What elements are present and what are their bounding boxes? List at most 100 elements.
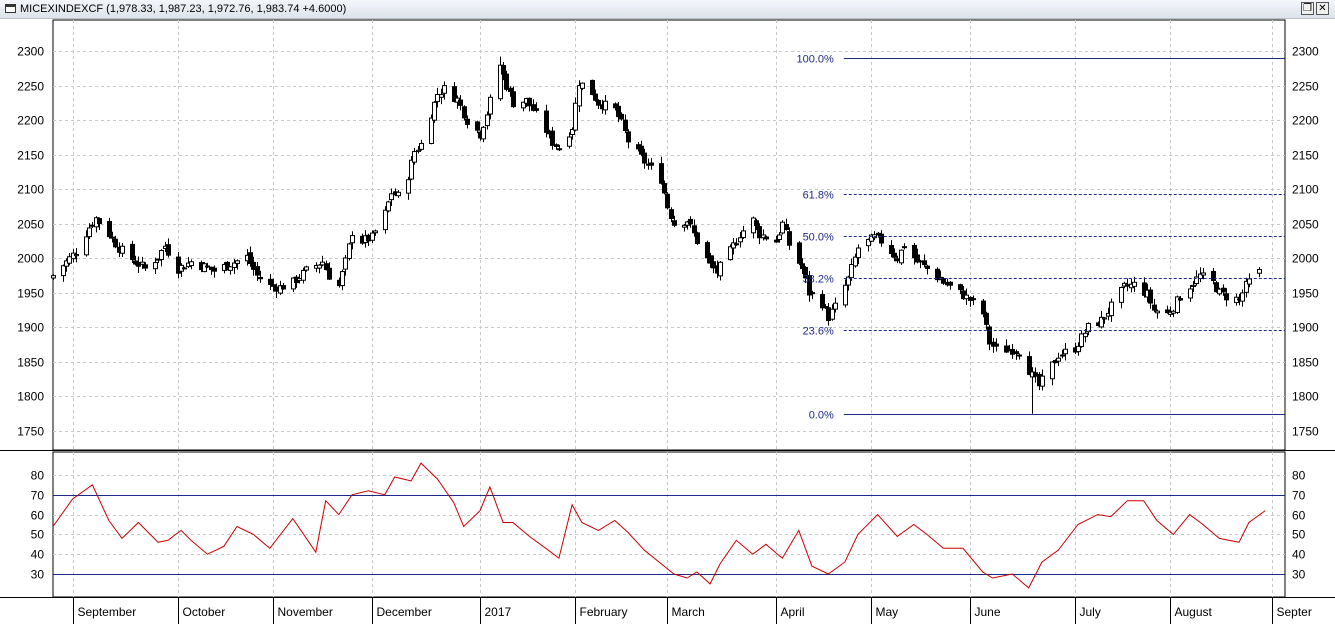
candle-body <box>761 234 766 239</box>
candle <box>580 82 585 91</box>
candle <box>902 243 907 250</box>
candle-body <box>941 278 946 284</box>
price-tick-label-right: 2200 <box>1292 114 1319 128</box>
candle-body <box>787 231 792 246</box>
month-label: June <box>975 605 1001 619</box>
candle-body <box>439 94 444 98</box>
candle <box>383 206 388 234</box>
candle-body <box>274 286 279 292</box>
candle <box>120 242 125 258</box>
candle <box>182 266 187 270</box>
candle-body <box>501 65 506 75</box>
candle-body <box>1040 375 1045 387</box>
candle <box>1257 267 1262 278</box>
candle-body <box>320 261 325 266</box>
candle-body <box>705 242 710 259</box>
candle <box>619 112 624 121</box>
candle <box>143 262 148 272</box>
candle <box>761 229 766 241</box>
candle <box>304 265 309 272</box>
candle-body <box>803 266 808 279</box>
candle <box>291 277 296 293</box>
candle <box>1152 298 1157 313</box>
candle <box>498 56 503 101</box>
candle <box>1004 339 1009 353</box>
candle-body <box>340 271 345 287</box>
candle <box>731 238 736 255</box>
candle-body <box>159 250 164 260</box>
candle-body <box>1086 322 1091 333</box>
candle-body <box>488 96 493 115</box>
window-title: MICEXINDEXCF (1,978.33, 1,987.23, 1,972.… <box>20 3 347 15</box>
price-tick-label-left: 1850 <box>17 356 44 370</box>
candle <box>110 231 115 243</box>
candle <box>692 219 697 237</box>
month-label: April <box>781 605 805 619</box>
candle <box>856 244 861 265</box>
close-window-button[interactable]: ✕ <box>1316 2 1329 15</box>
candle <box>130 240 135 263</box>
candle <box>534 102 539 113</box>
candle-body <box>948 281 953 286</box>
candle <box>458 95 463 111</box>
candle <box>823 304 828 310</box>
candle <box>1224 288 1229 307</box>
candle <box>1191 280 1196 292</box>
candle <box>1188 284 1193 302</box>
candle-body <box>1017 354 1022 357</box>
candle-body <box>777 234 782 241</box>
candle-body <box>879 233 884 244</box>
candle-body <box>833 302 838 310</box>
price-tick-label-left: 1750 <box>17 425 44 439</box>
price-tick-label-right: 2150 <box>1292 149 1319 163</box>
candle <box>577 80 582 113</box>
candle <box>1040 369 1045 391</box>
candle <box>754 218 759 231</box>
candle-body <box>74 253 79 257</box>
candle-body <box>1033 372 1038 377</box>
candle-body <box>465 118 470 125</box>
candle-body <box>281 285 286 290</box>
rsi-tick-label-left: 40 <box>31 548 45 562</box>
candle <box>429 114 434 145</box>
candle <box>711 255 716 274</box>
candle <box>994 338 999 352</box>
candle <box>419 139 424 151</box>
candle-body <box>665 193 670 209</box>
candle-body <box>140 261 145 265</box>
candle <box>159 249 164 267</box>
candle-body <box>511 91 516 108</box>
candle-body <box>166 244 171 256</box>
candle-body <box>327 267 332 280</box>
candle-body <box>800 263 805 270</box>
rsi-tick-label-right: 70 <box>1292 489 1306 503</box>
candle <box>626 129 631 149</box>
candle-body <box>416 149 421 152</box>
candle-body <box>297 277 302 281</box>
candle <box>87 223 92 240</box>
candle <box>1221 284 1226 296</box>
candle <box>590 79 595 96</box>
candle <box>205 262 210 269</box>
candle-body <box>462 106 467 119</box>
candle-body <box>784 224 789 231</box>
candle <box>941 277 946 285</box>
candle <box>843 279 848 308</box>
candle-body <box>639 145 644 155</box>
candle-body <box>301 269 306 281</box>
candle <box>140 256 145 269</box>
candle <box>800 258 805 274</box>
candle <box>866 238 871 252</box>
candle <box>1017 353 1022 360</box>
candle <box>475 120 480 134</box>
candle-body <box>899 249 904 264</box>
candle-body <box>754 220 759 227</box>
price-tick-label-right: 1850 <box>1292 356 1319 370</box>
candle-body <box>1132 281 1137 287</box>
candle <box>465 115 470 129</box>
candle <box>373 229 378 236</box>
candle-body <box>228 266 233 271</box>
candle-body <box>1014 351 1019 355</box>
candle-body <box>1191 284 1196 288</box>
restore-window-button[interactable]: ❐ <box>1301 2 1314 15</box>
